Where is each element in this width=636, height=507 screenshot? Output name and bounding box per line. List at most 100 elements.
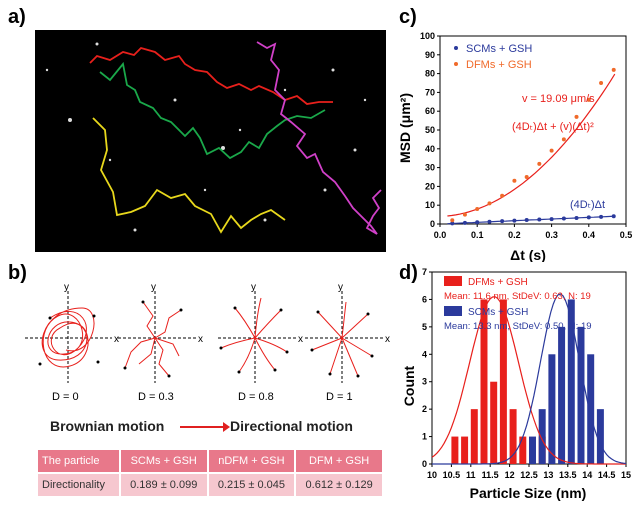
bar-dfm: [470, 409, 478, 464]
x-tick-label: 12: [505, 470, 515, 480]
panel-label-d: d): [399, 262, 418, 284]
y-tick-label: 3: [422, 377, 427, 387]
y-tick-label: 0: [430, 219, 435, 229]
table-header-cell: nDFM + GSH: [206, 448, 297, 474]
table-row-label: Directionality: [36, 472, 121, 498]
gauss-fit-dfm: [431, 296, 626, 465]
data-point-dfm: [487, 201, 492, 206]
x-tick-label: 0.0: [434, 230, 447, 240]
panel-label-c: c): [399, 6, 417, 28]
data-point-dfm: [524, 175, 529, 179]
d-label-1: D = 0.3: [138, 391, 174, 403]
legend: DFMs + GSH Mean: 11.6 nm, StDeV: 0.63, N…: [444, 276, 592, 332]
x-tick-label: 11: [466, 470, 476, 480]
data-point-scm: [599, 214, 604, 219]
trajectory-magenta: [256, 41, 382, 235]
data-point-dfm: [549, 148, 554, 153]
y-tick-label: 7: [422, 267, 427, 277]
legend-label-dfm: DFMs + GSH: [468, 277, 528, 288]
bar-scm: [577, 326, 585, 464]
data-point-dfm: [537, 161, 542, 166]
panel-d-size-histogram: 0 1 2 3 4 5 6 7 10 10.5 11 11.5 12 12.5 13 13.5 14 14.5 15…: [400, 258, 636, 502]
data-point-dfm: [586, 97, 591, 102]
y-axis-label: Count: [401, 365, 417, 406]
panel-a-trajectory-image: [35, 30, 386, 252]
y-tick-label: 4: [422, 349, 427, 359]
data-point-dfm: [512, 178, 517, 183]
legend-marker-scm: [444, 306, 462, 316]
image-background: [35, 30, 386, 252]
table-cell: 0.612 ± 0.129: [294, 472, 384, 498]
sketch-d1: y x D = 1: [305, 282, 390, 403]
data-point-dfm: [574, 114, 579, 119]
x-tick-label: 10: [427, 470, 437, 480]
bar-scm: [548, 354, 556, 464]
legend-marker-dfm: [444, 276, 462, 286]
axis-x-label: x: [114, 334, 119, 345]
legend-stat-scm: Mean: 13.3 nm, StDeV: 0.50, N: 19: [444, 321, 592, 332]
data-point-scm: [512, 218, 517, 223]
y-axis-label: MSD (μm²): [400, 93, 413, 163]
y-tick-label: 1: [422, 432, 427, 442]
y-tick-label: 70: [425, 87, 435, 97]
trajectory-yellow: [92, 117, 286, 234]
data-point-dfm: [462, 212, 467, 217]
x-tick-label: 10.5: [443, 470, 461, 480]
y-tick-label: 6: [422, 294, 427, 304]
data-point-dfm: [561, 137, 566, 142]
y-tick-label: 30: [425, 163, 435, 173]
bar-dfm: [499, 299, 507, 464]
x-tick-label: 13.5: [559, 470, 577, 480]
data-point-scm: [524, 218, 529, 223]
bar-dfm: [451, 436, 459, 464]
bar-dfm: [519, 436, 527, 464]
panel-label-a: a): [8, 6, 26, 28]
gauss-fit-scm: [432, 293, 627, 465]
annotation-velocity: v = 19.09 μm/s: [522, 93, 595, 105]
axis-y-label: y: [338, 282, 343, 293]
legend: SCMs + GSH DFMs + GSH: [454, 43, 532, 71]
x-tick-label: 0.3: [545, 230, 558, 240]
bar-dfm: [509, 409, 517, 464]
axis-x-label: x: [298, 334, 303, 345]
d-label-2: D = 0.8: [238, 391, 274, 403]
x-tick-label: 11.5: [482, 470, 499, 480]
trajectory-green: [99, 61, 326, 160]
table-header-cell: DFM + GSH: [294, 448, 384, 474]
x-tick-label: 14.5: [598, 470, 616, 480]
sketch-d0: y x D = 0: [25, 282, 119, 403]
x-tick-label: 15: [621, 470, 631, 480]
directionality-table: The particle SCMs + GSH nDFM + GSH DFM +…: [36, 448, 384, 498]
data-point-scm: [549, 217, 554, 222]
data-point-scm: [500, 219, 505, 224]
data-point-scm: [462, 220, 467, 225]
data-point-scm: [450, 221, 455, 226]
data-point-dfm: [611, 67, 616, 72]
y-tick-label: 60: [425, 106, 435, 116]
bar-scm: [538, 409, 546, 464]
motion-scale: Brownian motion Directional motion: [40, 416, 380, 438]
bar-scm: [567, 299, 575, 464]
data-point-scm: [586, 215, 591, 220]
table-header-row: The particle SCMs + GSH nDFM + GSH DFM +…: [36, 448, 384, 474]
data-point-scm: [537, 217, 542, 222]
y-tick-label: 5: [422, 322, 427, 332]
x-tick-label: 0.5: [620, 230, 633, 240]
d-label-0: D = 0: [52, 391, 79, 403]
legend-label-scm: SCMs + GSH: [468, 307, 528, 318]
y-tick-label: 2: [422, 404, 427, 414]
y-tick-label: 80: [425, 69, 435, 79]
fit-line-dfm: [447, 73, 616, 217]
y-tick-label: 90: [425, 50, 435, 60]
y-tick-label: 20: [425, 181, 435, 191]
x-tick-label: 0.2: [508, 230, 521, 240]
legend-marker-scm: [454, 46, 458, 50]
bar-scm: [587, 354, 595, 464]
axis-y-label: y: [251, 282, 256, 293]
data-point-scm: [611, 214, 616, 219]
motion-sketches: y x D = 0 y x D = 0.3 y x D = 0.8: [25, 282, 390, 403]
x-tick-label: 14: [582, 470, 592, 480]
legend-label-scm: SCMs + GSH: [466, 43, 532, 55]
y-tick-label: 40: [425, 144, 435, 154]
trajectory-red: [89, 46, 333, 105]
